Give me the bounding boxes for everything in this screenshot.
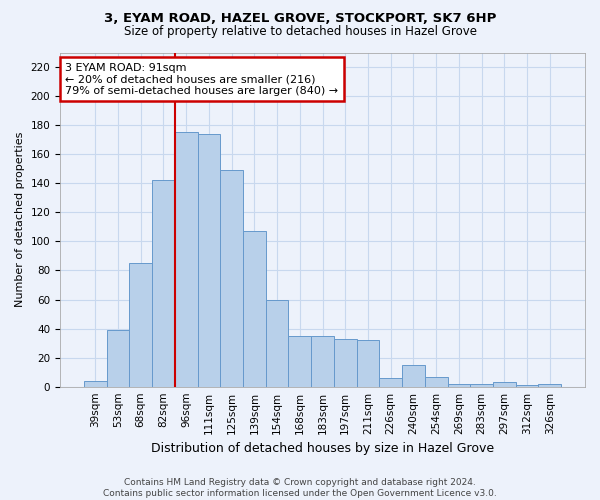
Bar [107,330,130,386]
Bar [334,338,356,386]
Bar [379,378,402,386]
Text: 3, EYAM ROAD, HAZEL GROVE, STOCKPORT, SK7 6HP: 3, EYAM ROAD, HAZEL GROVE, STOCKPORT, SK… [104,12,496,26]
Bar [220,170,243,386]
Bar [448,384,470,386]
Text: Size of property relative to detached houses in Hazel Grove: Size of property relative to detached ho… [124,25,476,38]
Bar [243,231,266,386]
Bar [470,384,493,386]
Bar [152,180,175,386]
Text: Contains HM Land Registry data © Crown copyright and database right 2024.
Contai: Contains HM Land Registry data © Crown c… [103,478,497,498]
Y-axis label: Number of detached properties: Number of detached properties [15,132,25,308]
Bar [197,134,220,386]
Bar [402,365,425,386]
Bar [356,340,379,386]
Bar [266,300,289,386]
Text: 3 EYAM ROAD: 91sqm
← 20% of detached houses are smaller (216)
79% of semi-detach: 3 EYAM ROAD: 91sqm ← 20% of detached hou… [65,62,338,96]
Bar [311,336,334,386]
Bar [84,381,107,386]
Bar [493,382,515,386]
Bar [130,263,152,386]
Bar [175,132,197,386]
X-axis label: Distribution of detached houses by size in Hazel Grove: Distribution of detached houses by size … [151,442,494,455]
Bar [515,385,538,386]
Bar [425,376,448,386]
Bar [289,336,311,386]
Bar [538,384,561,386]
